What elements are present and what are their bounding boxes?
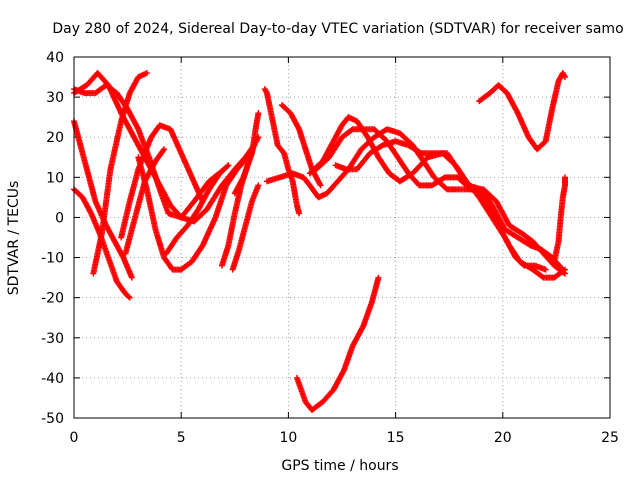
y-tick-label: 0 [55,210,64,226]
data-point [348,127,355,134]
data-series [261,86,303,217]
y-tick-label: -40 [41,371,64,387]
x-tick-label: 15 [387,430,405,446]
y-tick-label: -10 [41,251,64,267]
data-point [143,70,150,77]
data-series [278,102,324,189]
data-series [476,70,568,153]
data-point [542,266,549,273]
x-tick-label: 0 [70,430,79,446]
x-tick-label: 25 [601,430,619,446]
data-series [71,186,133,301]
data-series [229,182,262,273]
x-tick-label: 20 [494,430,512,446]
data-point [417,149,424,156]
y-tick-label: -30 [41,331,64,347]
y-tick-label: 20 [46,130,64,146]
data-point [561,174,568,181]
x-axis-label: GPS time / hours [281,458,398,474]
data-series [293,274,382,413]
data-point [560,269,567,276]
data-series [135,154,251,273]
chart-title: Day 280 of 2024, Sidereal Day-to-day VTE… [52,21,623,37]
y-tick-label: -50 [41,411,64,427]
data-point [296,210,303,217]
y-axis-label: SDTVAR / TECUs [6,181,22,296]
data-point [126,294,133,301]
x-tick-label: 5 [177,430,186,446]
data-series [90,70,150,277]
plot-frame [73,56,611,419]
data-series [163,162,232,257]
tick-labels: 0 5 10 15 20 25 -50 -40 -30 -20 -10 0 10 20 30 40 [41,50,619,446]
data-series [118,122,206,241]
data-point [255,182,262,189]
data-point [539,273,546,280]
data-point [255,110,262,117]
data-point [317,182,324,189]
y-tick-label: 40 [46,50,64,66]
data-point [561,74,568,81]
data-point [125,293,132,300]
data-point [559,266,566,273]
data-point [558,265,565,272]
data-point [375,274,382,281]
x-tick-label: 10 [279,430,297,446]
data-point [225,162,232,169]
data-point [440,175,447,182]
data-point [160,147,167,154]
data-points [71,70,568,413]
y-tick-label: -20 [41,291,64,307]
data-point [224,163,231,170]
data-point [378,143,385,150]
y-tick-label: 10 [46,170,64,186]
y-tick-label: 30 [46,90,64,106]
data-series [332,138,566,273]
data-point [161,146,168,153]
data-point [561,270,568,277]
data-series [231,110,262,197]
data-point [128,274,135,281]
data-series [551,174,568,265]
